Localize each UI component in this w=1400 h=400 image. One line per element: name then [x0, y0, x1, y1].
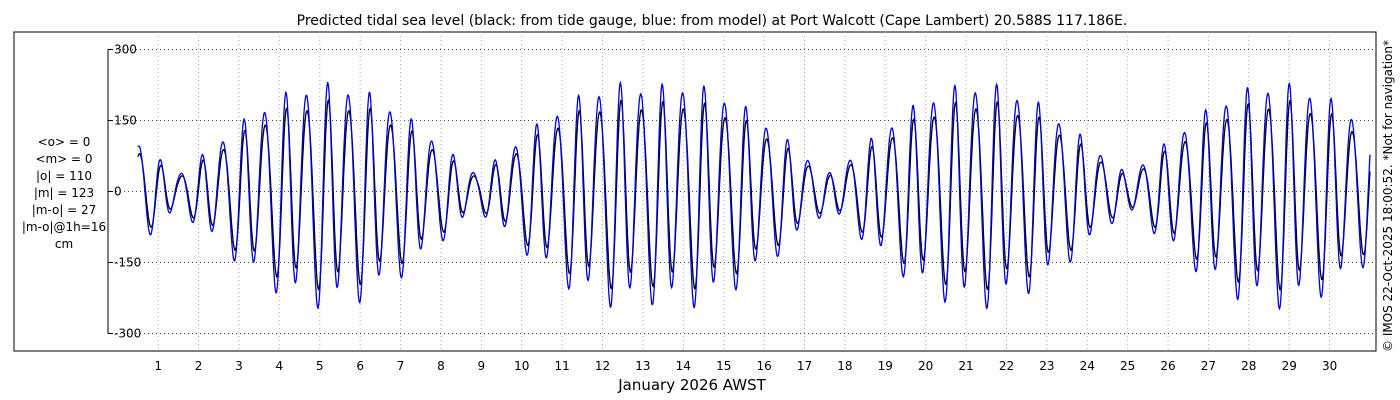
- series-line-model: [137, 80, 1371, 311]
- x-tick-label: 25: [1120, 359, 1135, 373]
- stats-panel: <o> = 0 <m> = 0 |o| = 110 |m| = 123 |m-o…: [22, 135, 106, 251]
- stat-mean-model: <m> = 0: [35, 152, 92, 166]
- x-tick-label: 19: [878, 359, 893, 373]
- x-tick-label: 20: [918, 359, 933, 373]
- grid-lines: [108, 32, 1376, 351]
- x-tick-label: 10: [514, 359, 529, 373]
- x-tick-label: 6: [356, 359, 364, 373]
- x-tick-label: 2: [195, 359, 203, 373]
- stat-abs-diff-1h: |m-o|@1h=16: [22, 220, 106, 234]
- x-tick-label: 9: [478, 359, 486, 373]
- series-line-tide-gauge: [137, 98, 1371, 291]
- x-tick-label: 8: [437, 359, 445, 373]
- x-tick-label: 12: [595, 359, 610, 373]
- x-tick-label: 27: [1201, 359, 1216, 373]
- x-tick-label: 11: [554, 359, 569, 373]
- credit-text: © IMOS 22-Oct-2025 18:00:52. *Not for na…: [1381, 40, 1395, 352]
- x-tick-label: 22: [999, 359, 1014, 373]
- x-tick-label: 15: [716, 359, 731, 373]
- x-tick-label: 21: [958, 359, 973, 373]
- x-tick-label: 30: [1322, 359, 1337, 373]
- x-tick-label: 7: [397, 359, 405, 373]
- stat-abs-model: |m| = 123: [34, 186, 94, 200]
- x-tick-label: 18: [837, 359, 852, 373]
- chart-title: Predicted tidal sea level (black: from t…: [297, 13, 1128, 29]
- x-tick-label: 29: [1282, 359, 1297, 373]
- x-tick-label: 5: [316, 359, 324, 373]
- x-tick-label: 28: [1241, 359, 1256, 373]
- x-tick-label: 16: [756, 359, 771, 373]
- x-tick-label: 1: [154, 359, 162, 373]
- x-tick-label: 17: [797, 359, 812, 373]
- stat-abs-diff: |m-o| = 27: [32, 203, 97, 217]
- y-tick-label: -300: [114, 327, 141, 341]
- x-tick-label: 3: [235, 359, 243, 373]
- x-tick-label: 4: [276, 359, 284, 373]
- y-tick-label: 150: [114, 113, 137, 127]
- x-axis-label: January 2026 AWST: [617, 376, 766, 394]
- x-tick-label: 23: [1039, 359, 1054, 373]
- y-tick-label: 300: [114, 42, 137, 56]
- y-tick-label: -150: [114, 256, 141, 270]
- stat-unit: cm: [55, 237, 73, 251]
- stat-abs-obs: |o| = 110: [36, 169, 92, 183]
- x-tick-label: 26: [1160, 359, 1175, 373]
- y-tick-label: 0: [114, 185, 122, 199]
- stat-mean-obs: <o> = 0: [38, 135, 91, 149]
- x-tick-label: 13: [635, 359, 650, 373]
- x-tick-label: 14: [676, 359, 691, 373]
- series-group: [137, 80, 1371, 311]
- x-tick-label: 24: [1080, 359, 1095, 373]
